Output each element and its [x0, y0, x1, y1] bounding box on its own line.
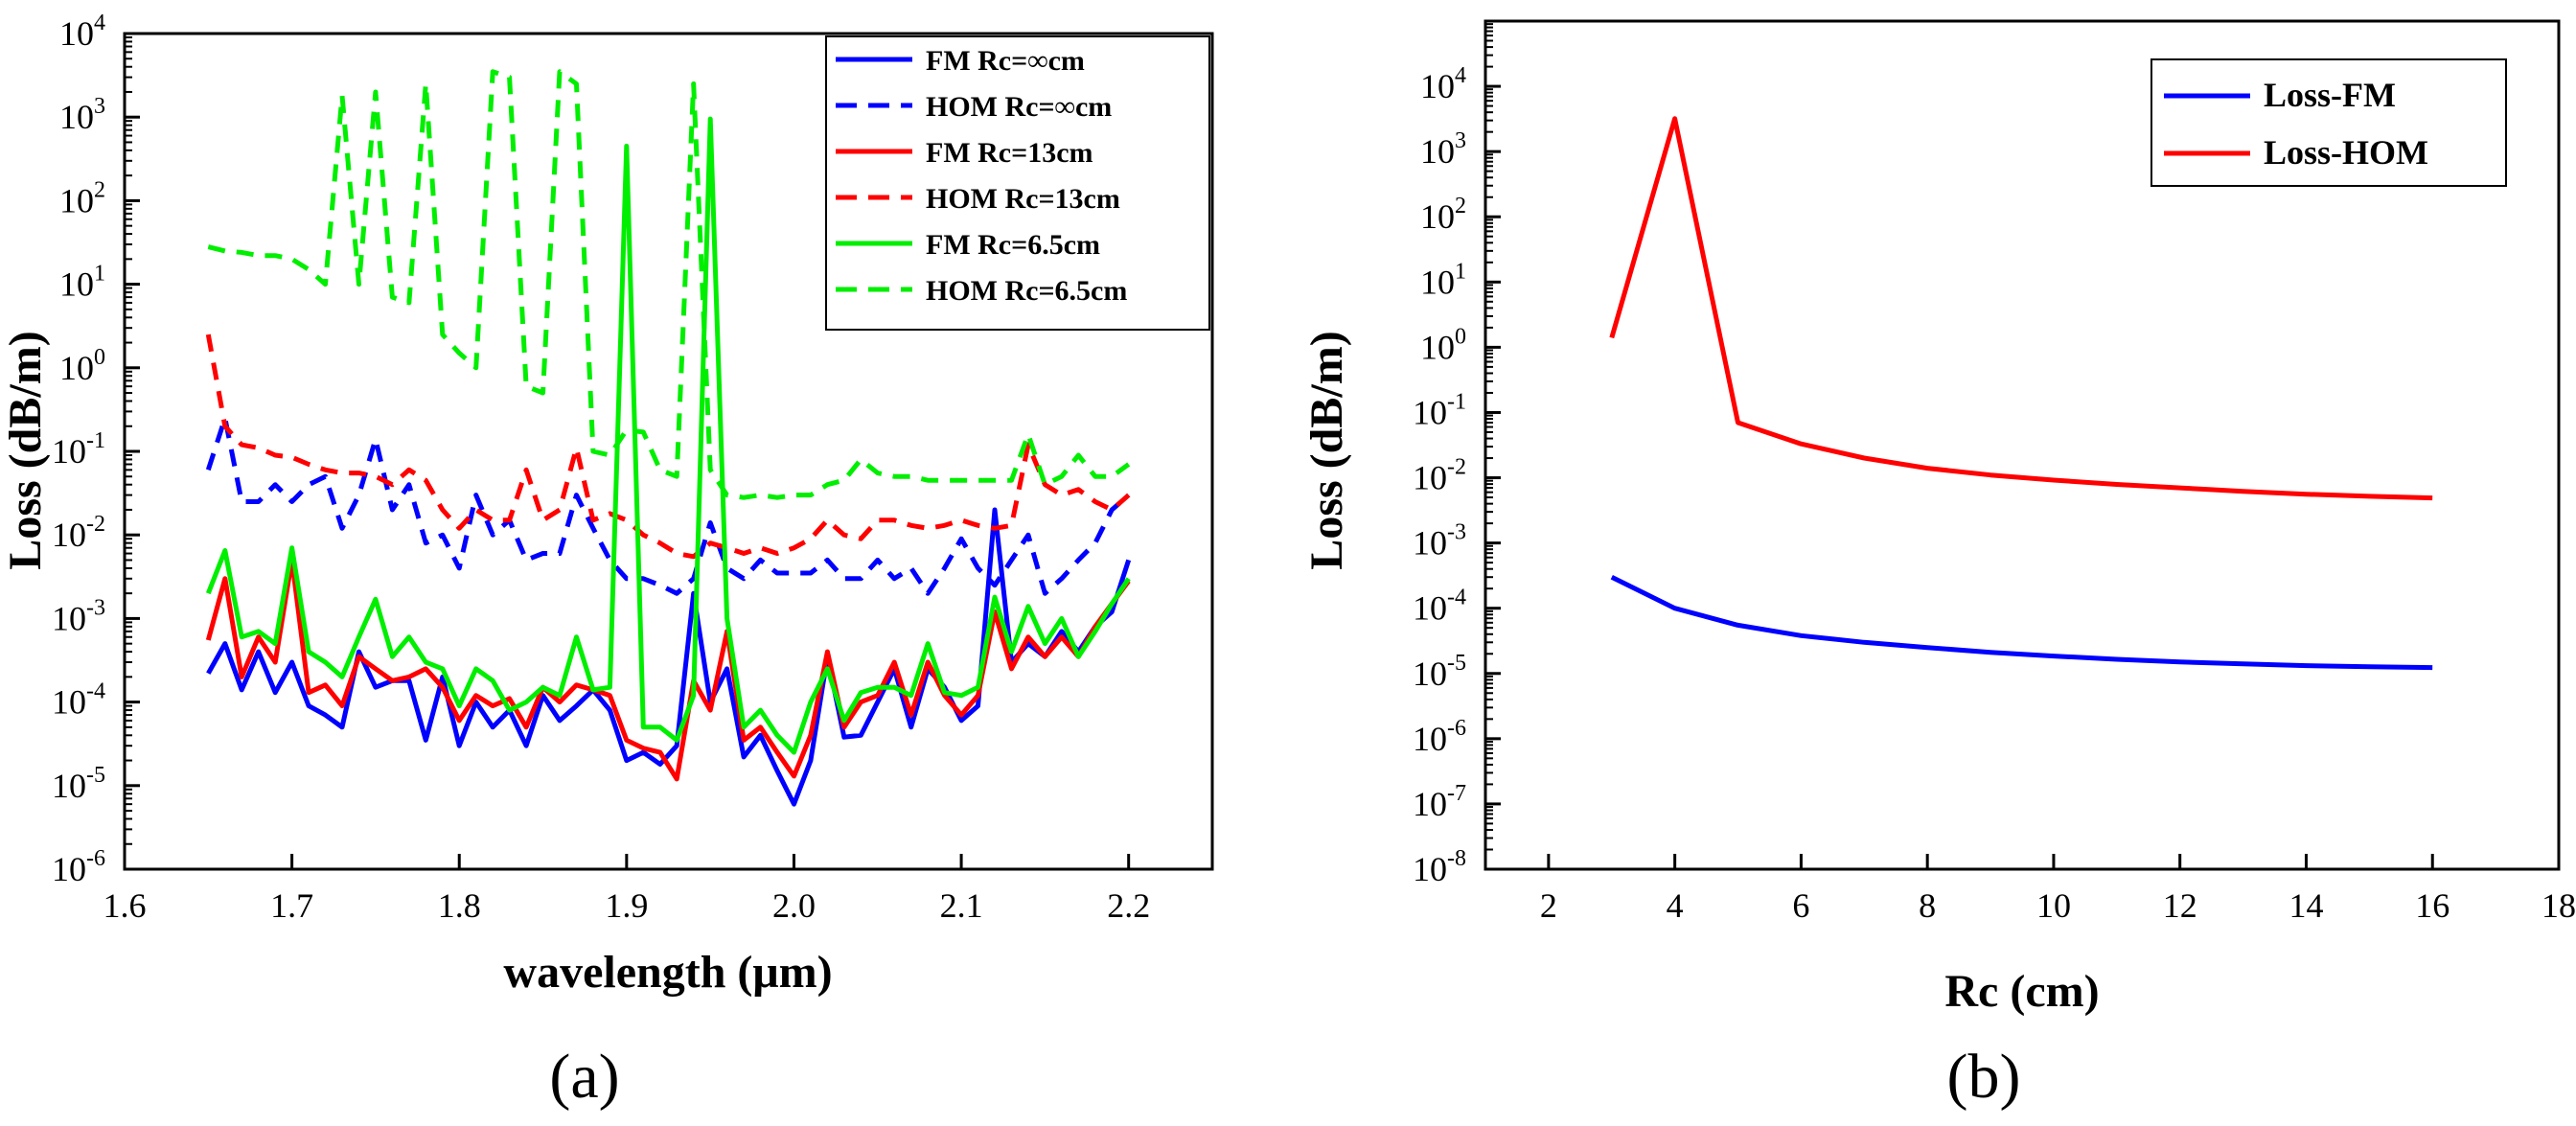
y-tick-label: 10-2 — [52, 512, 105, 554]
y-tick-label: 100 — [59, 345, 105, 387]
chart-a-ylabel: Loss (dB/m) — [0, 331, 51, 569]
chart-b: 2 4 6 8 10 12 14 16 18 10-8 10-7 10-6 10-5 10-4 10-3 10… — [1301, 19, 2576, 1112]
y-tick-label: 10-5 — [52, 763, 105, 805]
legend-label-2: HOM Rc=∞cm — [926, 91, 1112, 123]
x-tick-label: 12 — [2163, 886, 2197, 925]
x-tick-label: 2 — [1540, 886, 1557, 925]
y-tick-label: 10-5 — [1413, 651, 1466, 693]
panel-b-label: (b) — [1947, 1042, 2021, 1112]
chart-a-series-group — [205, 69, 1132, 807]
series-line-1 — [206, 507, 1132, 807]
chart-a-xlabel: wavelength (μm) — [503, 947, 832, 998]
x-tick-label: 6 — [1792, 886, 1809, 925]
series-line-4 — [205, 333, 1131, 560]
chart-b-series-group — [1609, 116, 2433, 671]
y-tick-label: 100 — [1420, 324, 1466, 366]
chart-b-xlabel: Rc (cm) — [1944, 966, 2099, 1017]
y-tick-label: 102 — [59, 177, 105, 219]
series-line-3 — [205, 557, 1131, 782]
x-tick-label: 4 — [1667, 886, 1684, 925]
y-tick-label: 10-2 — [1413, 455, 1466, 497]
series-line-2 — [205, 415, 1131, 596]
y-tick-label: 10-1 — [1413, 389, 1466, 431]
series-line-5 — [205, 116, 1131, 755]
legend-label-6: HOM Rc=6.5cm — [926, 275, 1127, 307]
x-tick-label: 14 — [2288, 886, 2323, 925]
y-tick-label: 10-6 — [1413, 716, 1466, 758]
x-tick-label: 10 — [2036, 886, 2071, 925]
x-tick-label: 1.6 — [104, 886, 147, 925]
y-tick-label: 103 — [1420, 128, 1466, 171]
y-tick-label: 10-4 — [52, 679, 105, 722]
chart-b-legend: Loss-FM Loss-HOM — [2150, 58, 2507, 187]
y-tick-label: 10-6 — [52, 846, 105, 888]
chart-a-legend-box — [825, 35, 1210, 331]
legend-label-1: Loss-FM — [2264, 76, 2396, 114]
chart-a: 1.6 1.7 1.8 1.9 2.0 2.1 2.2 10-6 10-5 10-4 10-3 10-… — [0, 11, 1214, 1112]
x-tick-label: 2.2 — [1107, 886, 1150, 925]
y-tick-label: 101 — [59, 262, 105, 304]
y-tick-label: 10-4 — [1413, 586, 1466, 628]
chart-b-ylabel: Loss (dB/m) — [1301, 331, 1352, 569]
chart-a-ticks: 1.6 1.7 1.8 1.9 2.0 2.1 2.2 10-6 10-5 10-4 10-3 10-… — [52, 11, 1150, 925]
series-line-6 — [207, 69, 1131, 500]
y-tick-label: 104 — [59, 11, 105, 53]
legend-label-5: FM Rc=6.5cm — [926, 229, 1100, 261]
chart-b-legend-box — [2150, 58, 2507, 187]
legend-label-1: FM Rc=∞cm — [926, 45, 1085, 77]
x-tick-label: 1.7 — [270, 886, 313, 925]
x-tick-label: 16 — [2415, 886, 2450, 925]
x-tick-label: 18 — [2542, 886, 2576, 925]
y-tick-label: 10-7 — [1413, 781, 1466, 823]
y-tick-label: 10-3 — [1413, 520, 1466, 563]
panel-a-label: (a) — [549, 1042, 619, 1112]
series-line-1 — [1610, 574, 2433, 671]
x-tick-label: 8 — [1919, 886, 1936, 925]
chart-b-ticks: 2 4 6 8 10 12 14 16 18 10-8 10-7 10-6 10-5 10-4 10-3 10… — [1413, 23, 2576, 925]
y-tick-label: 101 — [1420, 259, 1466, 301]
x-tick-label: 1.9 — [605, 886, 648, 925]
legend-label-3: FM Rc=13cm — [926, 137, 1093, 169]
legend-label-2: Loss-HOM — [2264, 133, 2428, 172]
x-tick-label: 1.8 — [438, 886, 481, 925]
y-tick-label: 103 — [59, 94, 105, 136]
series-line-2 — [1609, 116, 2433, 501]
x-tick-label: 2.0 — [772, 886, 816, 925]
chart-b-frame — [1484, 19, 2561, 871]
y-tick-label: 10-3 — [52, 595, 105, 637]
y-tick-label: 104 — [1420, 63, 1466, 105]
chart-a-legend: FM Rc=∞cm HOM Rc=∞cm FM Rc=13cm HOM Rc=13cm… — [825, 35, 1210, 331]
x-tick-label: 2.1 — [940, 886, 983, 925]
legend-label-4: HOM Rc=13cm — [926, 183, 1120, 215]
y-tick-label: 102 — [1420, 194, 1466, 236]
y-tick-label: 10-8 — [1413, 846, 1466, 888]
y-tick-label: 10-1 — [52, 428, 105, 471]
